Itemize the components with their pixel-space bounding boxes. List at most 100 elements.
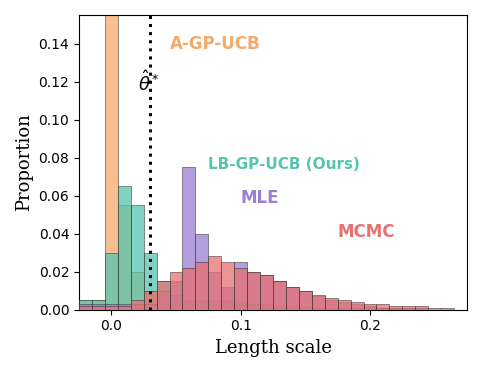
Bar bbox=[389, 308, 402, 310]
Bar bbox=[183, 268, 195, 310]
Bar bbox=[234, 306, 247, 310]
Bar bbox=[338, 300, 350, 310]
Bar bbox=[299, 306, 312, 310]
Bar bbox=[273, 281, 286, 310]
Bar bbox=[260, 276, 273, 310]
Bar bbox=[312, 296, 325, 310]
Bar bbox=[170, 272, 183, 310]
Bar bbox=[260, 308, 273, 310]
Bar bbox=[157, 298, 170, 310]
Bar bbox=[105, 304, 118, 310]
Bar bbox=[144, 291, 157, 310]
Bar bbox=[234, 268, 247, 310]
Bar bbox=[389, 308, 402, 310]
Bar bbox=[105, 253, 118, 310]
Bar bbox=[144, 291, 157, 310]
Bar bbox=[92, 306, 105, 310]
Bar bbox=[170, 295, 183, 310]
Bar bbox=[92, 300, 105, 310]
Bar bbox=[389, 306, 402, 310]
Bar bbox=[79, 300, 92, 310]
Bar bbox=[105, 306, 118, 310]
Bar bbox=[286, 287, 299, 310]
Bar bbox=[247, 272, 260, 310]
Bar bbox=[350, 304, 363, 310]
Bar bbox=[170, 281, 183, 310]
Bar bbox=[221, 262, 234, 310]
Bar bbox=[273, 306, 286, 310]
Bar bbox=[144, 253, 157, 310]
Bar bbox=[208, 272, 221, 310]
Bar bbox=[325, 308, 338, 310]
Bar bbox=[195, 300, 208, 310]
Bar bbox=[195, 234, 208, 310]
Bar bbox=[131, 304, 144, 310]
Bar bbox=[325, 308, 338, 310]
Bar bbox=[415, 308, 428, 310]
Text: $\hat{\theta}^*$: $\hat{\theta}^*$ bbox=[138, 70, 160, 95]
Bar bbox=[260, 304, 273, 310]
Bar bbox=[376, 308, 389, 310]
Bar bbox=[350, 302, 363, 310]
Bar bbox=[131, 272, 144, 310]
Bar bbox=[402, 308, 415, 310]
Bar bbox=[363, 308, 376, 310]
Bar bbox=[325, 300, 338, 310]
Bar bbox=[234, 302, 247, 310]
Bar bbox=[299, 291, 312, 310]
Bar bbox=[415, 306, 428, 310]
Bar bbox=[118, 186, 131, 310]
Bar bbox=[79, 300, 92, 310]
Bar bbox=[170, 302, 183, 310]
Bar bbox=[402, 308, 415, 310]
Bar bbox=[105, 0, 118, 310]
Bar bbox=[312, 308, 325, 310]
Bar bbox=[363, 308, 376, 310]
Bar bbox=[157, 281, 170, 310]
Bar bbox=[247, 306, 260, 310]
Bar bbox=[286, 287, 299, 310]
Text: LB-GP-UCB (Ours): LB-GP-UCB (Ours) bbox=[208, 157, 360, 172]
Bar bbox=[273, 281, 286, 310]
Bar bbox=[273, 308, 286, 310]
Bar bbox=[157, 281, 170, 310]
Bar bbox=[312, 308, 325, 310]
Bar bbox=[312, 295, 325, 310]
Bar bbox=[92, 300, 105, 310]
Text: MCMC: MCMC bbox=[338, 224, 395, 241]
Bar bbox=[402, 306, 415, 310]
Bar bbox=[157, 291, 170, 310]
Bar bbox=[183, 167, 195, 310]
Bar bbox=[92, 304, 105, 310]
Bar bbox=[131, 300, 144, 310]
Bar bbox=[376, 308, 389, 310]
Bar bbox=[221, 300, 234, 310]
Bar bbox=[338, 302, 350, 310]
Bar bbox=[376, 308, 389, 310]
Bar bbox=[299, 291, 312, 310]
Bar bbox=[221, 287, 234, 310]
Bar bbox=[118, 205, 131, 310]
Bar bbox=[325, 298, 338, 310]
Bar bbox=[441, 308, 454, 310]
Bar bbox=[363, 304, 376, 310]
Y-axis label: Proportion: Proportion bbox=[15, 113, 33, 211]
Bar bbox=[286, 306, 299, 310]
Bar bbox=[79, 304, 92, 310]
Bar bbox=[376, 304, 389, 310]
Bar bbox=[299, 308, 312, 310]
Bar bbox=[286, 308, 299, 310]
Bar bbox=[131, 205, 144, 310]
X-axis label: Length scale: Length scale bbox=[214, 339, 332, 357]
Bar bbox=[350, 308, 363, 310]
Text: MLE: MLE bbox=[241, 189, 279, 207]
Bar bbox=[221, 306, 234, 310]
Bar bbox=[79, 306, 92, 310]
Bar bbox=[183, 304, 195, 310]
Bar bbox=[118, 304, 131, 310]
Text: A-GP-UCB: A-GP-UCB bbox=[170, 35, 260, 53]
Bar bbox=[234, 262, 247, 310]
Bar bbox=[195, 306, 208, 310]
Bar bbox=[144, 304, 157, 310]
Bar bbox=[208, 256, 221, 310]
